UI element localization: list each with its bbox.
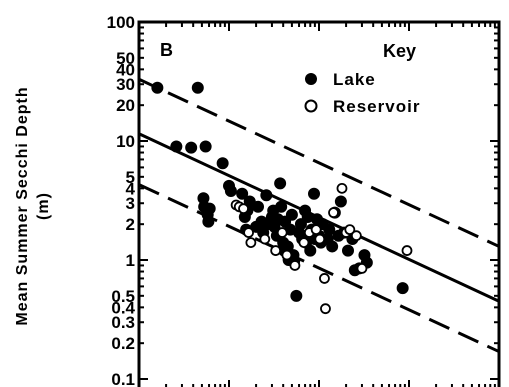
y-tick-label: 2 bbox=[126, 215, 135, 234]
y-tick-label: 0.3 bbox=[111, 313, 135, 332]
reservoir-point bbox=[276, 227, 288, 238]
y-tick-label: 40 bbox=[116, 60, 135, 79]
lake-point bbox=[216, 157, 229, 170]
lake-point bbox=[285, 208, 298, 221]
lake-point bbox=[199, 140, 212, 153]
lake-point bbox=[341, 244, 354, 257]
lake-point bbox=[326, 240, 339, 253]
reservoir-point bbox=[270, 245, 282, 256]
reservoir-point bbox=[320, 303, 331, 315]
x-axis bbox=[138, 22, 500, 387]
lake-point bbox=[170, 140, 183, 153]
reservoir-point bbox=[259, 233, 271, 245]
reservoir-point bbox=[245, 237, 257, 249]
y-tick-label: 0.4 bbox=[111, 298, 135, 317]
dashed-line-0 bbox=[138, 77, 500, 248]
y-tick-label: 0.1 bbox=[111, 370, 135, 387]
plot-frame bbox=[137, 20, 501, 387]
y-tick-label: 1 bbox=[126, 251, 135, 270]
reservoir-point bbox=[356, 262, 368, 274]
y-tick-label: 50 bbox=[116, 49, 135, 68]
dashed-line-2 bbox=[138, 183, 500, 353]
legend-title: Key bbox=[383, 41, 416, 61]
data-points bbox=[151, 81, 413, 315]
reservoir-point bbox=[328, 207, 339, 219]
reservoir-point bbox=[344, 224, 356, 236]
lake-point bbox=[203, 202, 216, 215]
lake-point bbox=[236, 187, 249, 200]
lake-point bbox=[274, 177, 287, 190]
lake-point bbox=[224, 185, 237, 198]
y-tick-label: 20 bbox=[116, 96, 135, 115]
lake-point bbox=[304, 244, 317, 257]
lake-point bbox=[202, 215, 215, 228]
reservoir-point bbox=[238, 203, 249, 215]
reservoir-point bbox=[298, 237, 310, 249]
lake-point bbox=[290, 289, 303, 302]
y-tick-label: 3 bbox=[126, 194, 135, 213]
y-tick-label: 10 bbox=[116, 132, 135, 151]
lake-point bbox=[191, 81, 204, 94]
legend-label-reservoir: Reservoir bbox=[333, 97, 420, 116]
reservoir-point bbox=[401, 245, 413, 256]
y-axis-title-line1: Mean Summer Secchi Depth bbox=[14, 86, 31, 325]
y-tick-label: 0.2 bbox=[111, 334, 135, 353]
y-tick-label: 4 bbox=[126, 179, 136, 198]
lake-point bbox=[260, 189, 273, 202]
y-axis-title-line2: (m) bbox=[35, 192, 52, 220]
reservoir-point bbox=[350, 230, 362, 242]
lake-point bbox=[251, 200, 264, 213]
lake-point bbox=[294, 218, 307, 231]
reservoir-point bbox=[336, 182, 348, 194]
y-tick-label: 30 bbox=[116, 75, 135, 94]
reservoir-point bbox=[319, 273, 330, 284]
reservoir-point bbox=[310, 224, 322, 236]
legend: Key Lake Reservoir bbox=[304, 41, 420, 116]
reservoir-point bbox=[243, 227, 254, 238]
y-tick-label: 0.5 bbox=[111, 287, 135, 306]
legend-label-lake: Lake bbox=[333, 70, 376, 89]
y-tick-label: 100 bbox=[107, 13, 135, 32]
plot-border bbox=[137, 20, 501, 387]
lake-point bbox=[323, 223, 336, 236]
lake-point bbox=[185, 141, 198, 154]
lake-point bbox=[334, 195, 347, 208]
reservoir-point bbox=[289, 260, 301, 271]
y-axis-title: Mean Summer Secchi Depth (m) bbox=[14, 86, 52, 325]
lake-point bbox=[275, 200, 288, 213]
legend-marker-lake bbox=[305, 73, 317, 85]
panel-label: B bbox=[160, 40, 173, 60]
lake-point bbox=[308, 187, 321, 200]
y-tick-label: 5 bbox=[126, 168, 135, 187]
lake-point bbox=[151, 81, 164, 94]
reservoir-point bbox=[281, 249, 293, 261]
legend-marker-reservoir bbox=[304, 99, 318, 113]
lake-point bbox=[396, 282, 409, 295]
reservoir-point bbox=[314, 233, 326, 245]
